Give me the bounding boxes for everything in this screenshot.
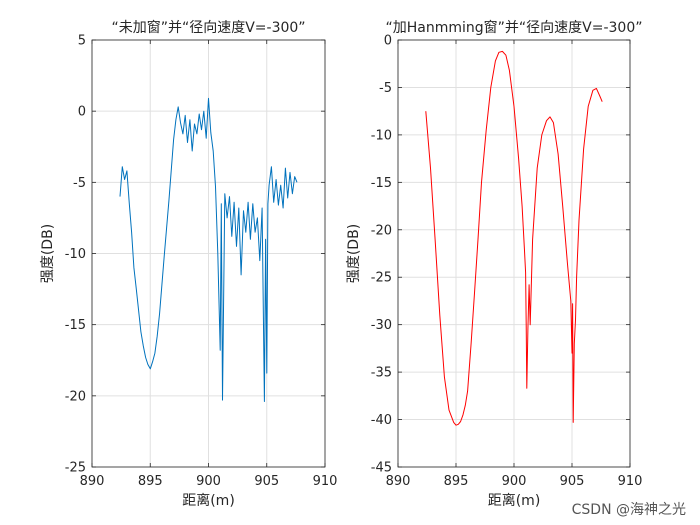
x-axis-label: 距离(m) <box>488 492 541 509</box>
y-tick-label: -45 <box>371 461 392 476</box>
y-axis-label: 强度(DB) <box>40 224 56 283</box>
x-tick-label: 900 <box>502 474 527 489</box>
x-tick-label: 890 <box>80 474 105 489</box>
y-tick-label: -10 <box>371 128 392 143</box>
y-tick-label: -5 <box>379 81 392 96</box>
y-tick-label: -40 <box>371 413 392 428</box>
y-tick-label: -5 <box>73 176 86 191</box>
x-tick-label: 910 <box>313 474 338 489</box>
y-tick-label: -15 <box>371 176 392 191</box>
y-tick-label: -25 <box>371 271 392 286</box>
y-tick-label: 5 <box>78 34 86 49</box>
x-tick-label: 905 <box>560 474 585 489</box>
y-tick-label: -35 <box>371 366 392 381</box>
x-tick-label: 895 <box>444 474 469 489</box>
y-tick-label: -25 <box>65 461 86 476</box>
chart-title: “未加窗”并“径向速度V=-300” <box>111 19 305 36</box>
x-tick-label: 900 <box>196 474 221 489</box>
left-subplot: 890 895 900 905 910 5 0 -5 -10 -15 -20 -25 “未加窗”并“径向… <box>40 19 337 509</box>
y-tick-label: 0 <box>384 34 392 49</box>
x-tick-label: 895 <box>138 474 163 489</box>
x-tick-label: 910 <box>618 474 643 489</box>
y-tick-label: -20 <box>371 223 392 238</box>
x-tick-label: 905 <box>254 474 279 489</box>
series-line <box>119 97 298 402</box>
y-axis-label: 强度(DB) <box>346 224 362 283</box>
x-axis-label: 距离(m) <box>182 492 235 509</box>
right-subplot: 890 895 900 905 910 0 -5 -10 -15 -20 -25 -30 -35 -40 -… <box>346 19 643 509</box>
x-tick-label: 890 <box>386 474 411 489</box>
series-line <box>425 50 603 426</box>
y-tick-label: -30 <box>371 318 392 333</box>
y-tick-label: -15 <box>65 318 86 333</box>
y-tick-label: 0 <box>78 105 86 120</box>
y-tick-label: -10 <box>65 247 86 262</box>
chart-title: “加Hanmming窗”并“径向速度V=-300” <box>386 19 643 36</box>
y-tick-label: -20 <box>65 389 86 404</box>
csdn-watermark: CSDN @海神之光 <box>571 502 686 518</box>
